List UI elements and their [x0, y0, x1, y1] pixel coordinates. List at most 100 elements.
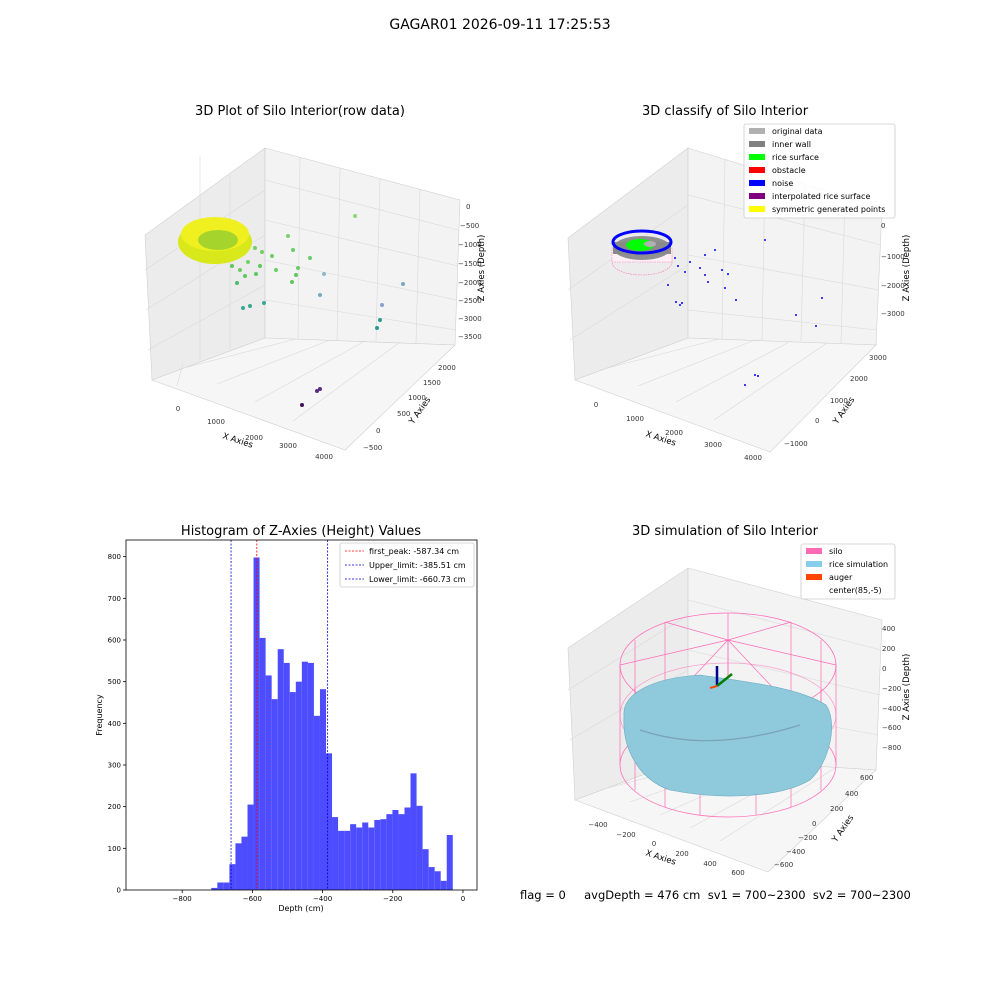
legend-swatch	[749, 128, 765, 134]
histogram-bar	[350, 824, 357, 890]
x-tick-label: −200	[383, 895, 402, 903]
legend-swatch	[806, 574, 822, 580]
sim-ztick: −200	[882, 685, 901, 693]
histogram-bar	[241, 836, 248, 890]
classify-xtick: 0	[594, 401, 598, 409]
sim-ztick: −400	[882, 705, 901, 713]
histogram-bar	[434, 871, 441, 890]
classify-legend: original data inner wall rice surface ob…	[743, 123, 896, 219]
footer-status: flag = 0 avgDepth = 476 cm sv1 = 700~230…	[520, 888, 911, 902]
x-tick-label: −400	[313, 895, 332, 903]
sim-ytick: 600	[860, 774, 873, 782]
raw-floor-pane	[151, 337, 456, 451]
y-tick-label: 300	[108, 762, 121, 770]
classify-ztick: 0	[881, 222, 885, 230]
histogram-bar	[422, 849, 429, 890]
sim-xtick: 400	[703, 860, 716, 868]
classify-ytick: 2000	[850, 375, 868, 383]
sim-ztick: −600	[882, 724, 901, 732]
legend-label: symmetric generated points	[772, 205, 885, 214]
legend-swatch	[806, 548, 822, 554]
histogram-bar	[259, 637, 266, 890]
histogram-bar	[398, 814, 405, 890]
histogram-bar	[217, 882, 224, 890]
legend-swatch	[806, 561, 822, 567]
raw-xtick: 3000	[279, 442, 297, 450]
classify-xtick: 1000	[626, 415, 644, 423]
histogram-bar	[229, 864, 236, 890]
legend-swatch	[749, 154, 765, 160]
raw-ytick: 500	[397, 410, 410, 418]
sim-xtick: −200	[616, 831, 635, 839]
histogram-reference-lines	[230, 540, 329, 890]
legend-swatch	[749, 180, 765, 186]
legend-swatch	[749, 141, 765, 147]
histogram-bar	[247, 804, 254, 890]
sim-ztick: 200	[882, 645, 895, 653]
y-tick-label: 500	[108, 678, 121, 686]
classify-zlabel: Z Axies (Depth)	[902, 235, 912, 302]
legend-label: original data	[772, 127, 823, 136]
sim-xtick: 200	[675, 850, 688, 858]
sim-ytick: 400	[845, 790, 858, 798]
classify-floor-pane	[574, 337, 877, 453]
classify-xtick: 4000	[744, 454, 762, 462]
raw-xtick: 1000	[207, 418, 225, 426]
histogram-bar	[446, 835, 453, 890]
raw-ztick: 0	[466, 203, 470, 211]
histogram-chart: −800 −600 −400 −200 0 0 100 200 300 400 500 600 700…	[95, 539, 478, 913]
raw-ytick: 1000	[408, 394, 426, 402]
raw-ztick: −3500	[458, 333, 482, 341]
raw-grid	[144, 156, 459, 422]
classify-ztick: −2000	[881, 282, 905, 290]
histogram-axes-frame	[125, 539, 478, 891]
y-tick-label: 100	[108, 845, 121, 853]
y-tick-label: 700	[108, 595, 121, 603]
sim-auger-arrows	[709, 666, 733, 689]
y-tick-label: 600	[108, 637, 121, 645]
sim-ylabel: Y Axies	[830, 813, 857, 845]
legend-label: inner wall	[772, 140, 811, 149]
classify-noise-points	[667, 239, 823, 386]
histogram-legend: first_peak: -587.34 cm Upper_limit: -385…	[339, 542, 475, 588]
raw-zlabel: Z Axies (Depth)	[477, 235, 487, 302]
raw-ztick: −500	[460, 222, 479, 230]
histogram-bar	[283, 662, 290, 890]
legend-label: obstacle	[772, 166, 806, 175]
legend-swatch	[749, 167, 765, 173]
classify-ytick: 3000	[869, 354, 887, 362]
raw-ztick: −2000	[458, 279, 482, 287]
histogram-bar	[301, 661, 308, 890]
histogram-bar	[289, 692, 296, 890]
legend-swatch	[749, 206, 765, 212]
classify-3d-plot: 0 1000 2000 3000 4000 −1000 0 1000 2000 …	[567, 123, 912, 462]
classify-xtick: 3000	[704, 441, 722, 449]
histogram-bar	[374, 820, 381, 890]
histogram-bar	[338, 830, 345, 890]
histogram-x-ticks: −800 −600 −400 −200 0	[173, 890, 465, 903]
histogram-bar	[211, 887, 218, 890]
y-tick-label: 400	[108, 720, 121, 728]
histogram-bar	[416, 805, 423, 890]
histogram-bar	[368, 827, 375, 890]
legend-label: Upper_limit: -385.51 cm	[369, 561, 466, 570]
histogram-bar	[332, 817, 339, 890]
sim-ztick: 0	[882, 665, 886, 673]
histogram-bar	[235, 843, 242, 890]
sim-grid	[567, 599, 882, 842]
histogram-title: Histogram of Z-Axies (Height) Values	[180, 524, 422, 539]
sim-xtick: 600	[731, 869, 744, 877]
classify-ztick: −3000	[881, 310, 905, 318]
raw-ytick: −500	[363, 444, 382, 452]
y-tick-label: 800	[108, 553, 121, 561]
figure-title: GAGAR01 2026-09-11 17:25:53	[389, 17, 611, 33]
histogram-bar	[319, 689, 326, 890]
histogram-ylabel: Frequency	[95, 694, 104, 736]
histogram-y-ticks: 0 100 200 300 400 500 600 700 800	[108, 553, 126, 895]
raw-ztick: −1500	[458, 260, 482, 268]
histogram-bar	[223, 882, 230, 890]
x-tick-label: −600	[243, 895, 262, 903]
classify-ztick: −1000	[881, 253, 905, 261]
histogram-bar	[344, 830, 351, 890]
histogram-bars	[211, 557, 453, 890]
